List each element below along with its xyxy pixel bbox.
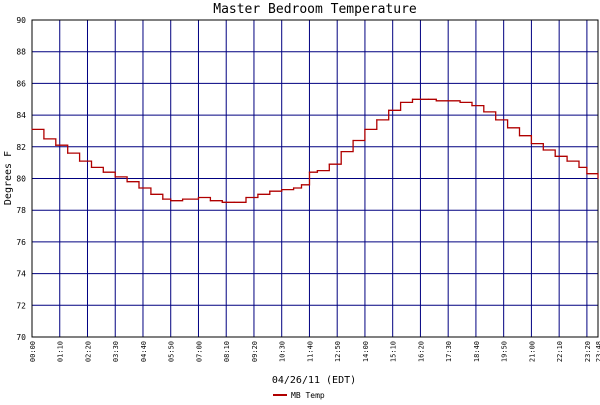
- data-point: [471, 104, 473, 107]
- data-point: [233, 201, 235, 203]
- y-tick-label: 70: [16, 333, 26, 342]
- y-tick-label: 86: [16, 79, 26, 88]
- data-point: [419, 98, 422, 100]
- series-layer: [31, 98, 599, 203]
- y-tick-labels: 70 72 74 76 78 80 82 84 86 88 90: [16, 16, 26, 342]
- x-tick-label: 18:40: [473, 341, 481, 362]
- data-point: [292, 187, 295, 189]
- y-tick-label: 82: [16, 143, 26, 152]
- data-point: [257, 193, 259, 195]
- x-tick-label: 19:50: [501, 341, 509, 362]
- y-tick-label: 80: [16, 175, 26, 184]
- x-tick-label: 14:00: [362, 341, 370, 362]
- x-tick-label: 07:00: [195, 341, 203, 362]
- data-point: [328, 163, 330, 165]
- data-point: [530, 143, 533, 145]
- y-tick-label: 72: [16, 301, 26, 310]
- x-tick-label: 01:10: [57, 341, 65, 362]
- y-tick-label: 90: [16, 16, 26, 25]
- data-point: [388, 109, 390, 111]
- x-tick-label: 12:50: [334, 341, 342, 362]
- chart-title: Master Bedroom Temperature: [213, 2, 417, 17]
- x-tick-labels: 00:00 01:10 02:20 03:30 04:40 05:50 07:00 08:10…: [29, 341, 600, 362]
- data-point: [138, 187, 140, 189]
- data-point: [78, 160, 81, 162]
- data-point: [162, 198, 164, 200]
- x-tick-label: 10:30: [279, 341, 287, 362]
- x-tick-label: 21:00: [528, 341, 536, 362]
- x-tick-label: 00:00: [29, 341, 37, 362]
- data-point: [411, 98, 414, 100]
- x-tick-label: 16:20: [417, 341, 425, 362]
- data-point: [435, 100, 437, 102]
- data-point: [209, 200, 211, 202]
- y-tick-label: 78: [16, 206, 26, 215]
- data-point: [170, 200, 172, 202]
- x-tick-label: 08:10: [223, 341, 231, 362]
- data-point: [427, 98, 429, 100]
- data-point: [507, 127, 509, 129]
- data-point: [197, 196, 200, 199]
- data-point: [542, 149, 544, 151]
- data-point: [554, 155, 556, 157]
- x-tick-label: 11:40: [306, 341, 314, 362]
- data-point: [364, 128, 366, 130]
- legend: MB Temp: [273, 391, 325, 400]
- data-point: [566, 160, 568, 162]
- data-point: [483, 111, 485, 113]
- data-point: [221, 201, 223, 203]
- data-point: [597, 177, 599, 180]
- data-point: [102, 171, 104, 173]
- x-tick-label: 15:10: [390, 341, 398, 362]
- x-tick-label: 03:30: [112, 341, 120, 362]
- x-tick-label: 23:48: [595, 341, 600, 362]
- data-point: [245, 196, 247, 199]
- data-point: [182, 198, 184, 200]
- x-axis-label: 04/26/11 (EDT): [272, 375, 356, 386]
- data-point: [114, 176, 116, 178]
- data-point: [31, 128, 33, 130]
- x-tick-label: 04:40: [140, 341, 148, 362]
- data-point: [281, 188, 283, 191]
- data-point: [90, 166, 93, 169]
- x-tick-label: 02:20: [84, 341, 92, 362]
- x-tick-label: 09:20: [251, 341, 259, 362]
- y-tick-label: 74: [16, 270, 26, 279]
- data-point: [586, 173, 588, 175]
- data-point: [495, 119, 497, 121]
- x-tick-label: 23:20: [584, 341, 592, 362]
- x-tick-label: 05:50: [168, 341, 176, 362]
- data-point: [316, 169, 318, 172]
- data-point: [126, 181, 128, 183]
- data-point: [447, 100, 449, 102]
- data-point: [518, 135, 521, 137]
- data-point: [300, 184, 303, 186]
- data-point: [67, 152, 69, 154]
- data-point: [55, 144, 57, 146]
- data-point: [352, 139, 354, 142]
- data-point: [308, 171, 311, 173]
- data-point: [578, 166, 580, 169]
- legend-label-mb-temp: MB Temp: [291, 391, 325, 400]
- y-tick-label: 84: [16, 111, 26, 120]
- data-point: [400, 101, 402, 104]
- data-point: [43, 138, 45, 140]
- y-axis-label: Degrees F: [3, 151, 14, 205]
- x-tick-label: 17:30: [445, 341, 453, 362]
- data-point: [459, 101, 461, 104]
- y-tick-label: 76: [16, 238, 26, 247]
- data-point: [269, 190, 271, 192]
- data-point: [340, 150, 342, 153]
- data-point: [376, 119, 378, 121]
- y-tick-label: 88: [16, 48, 26, 57]
- data-point: [150, 193, 152, 195]
- x-tick-label: 22:10: [556, 341, 564, 362]
